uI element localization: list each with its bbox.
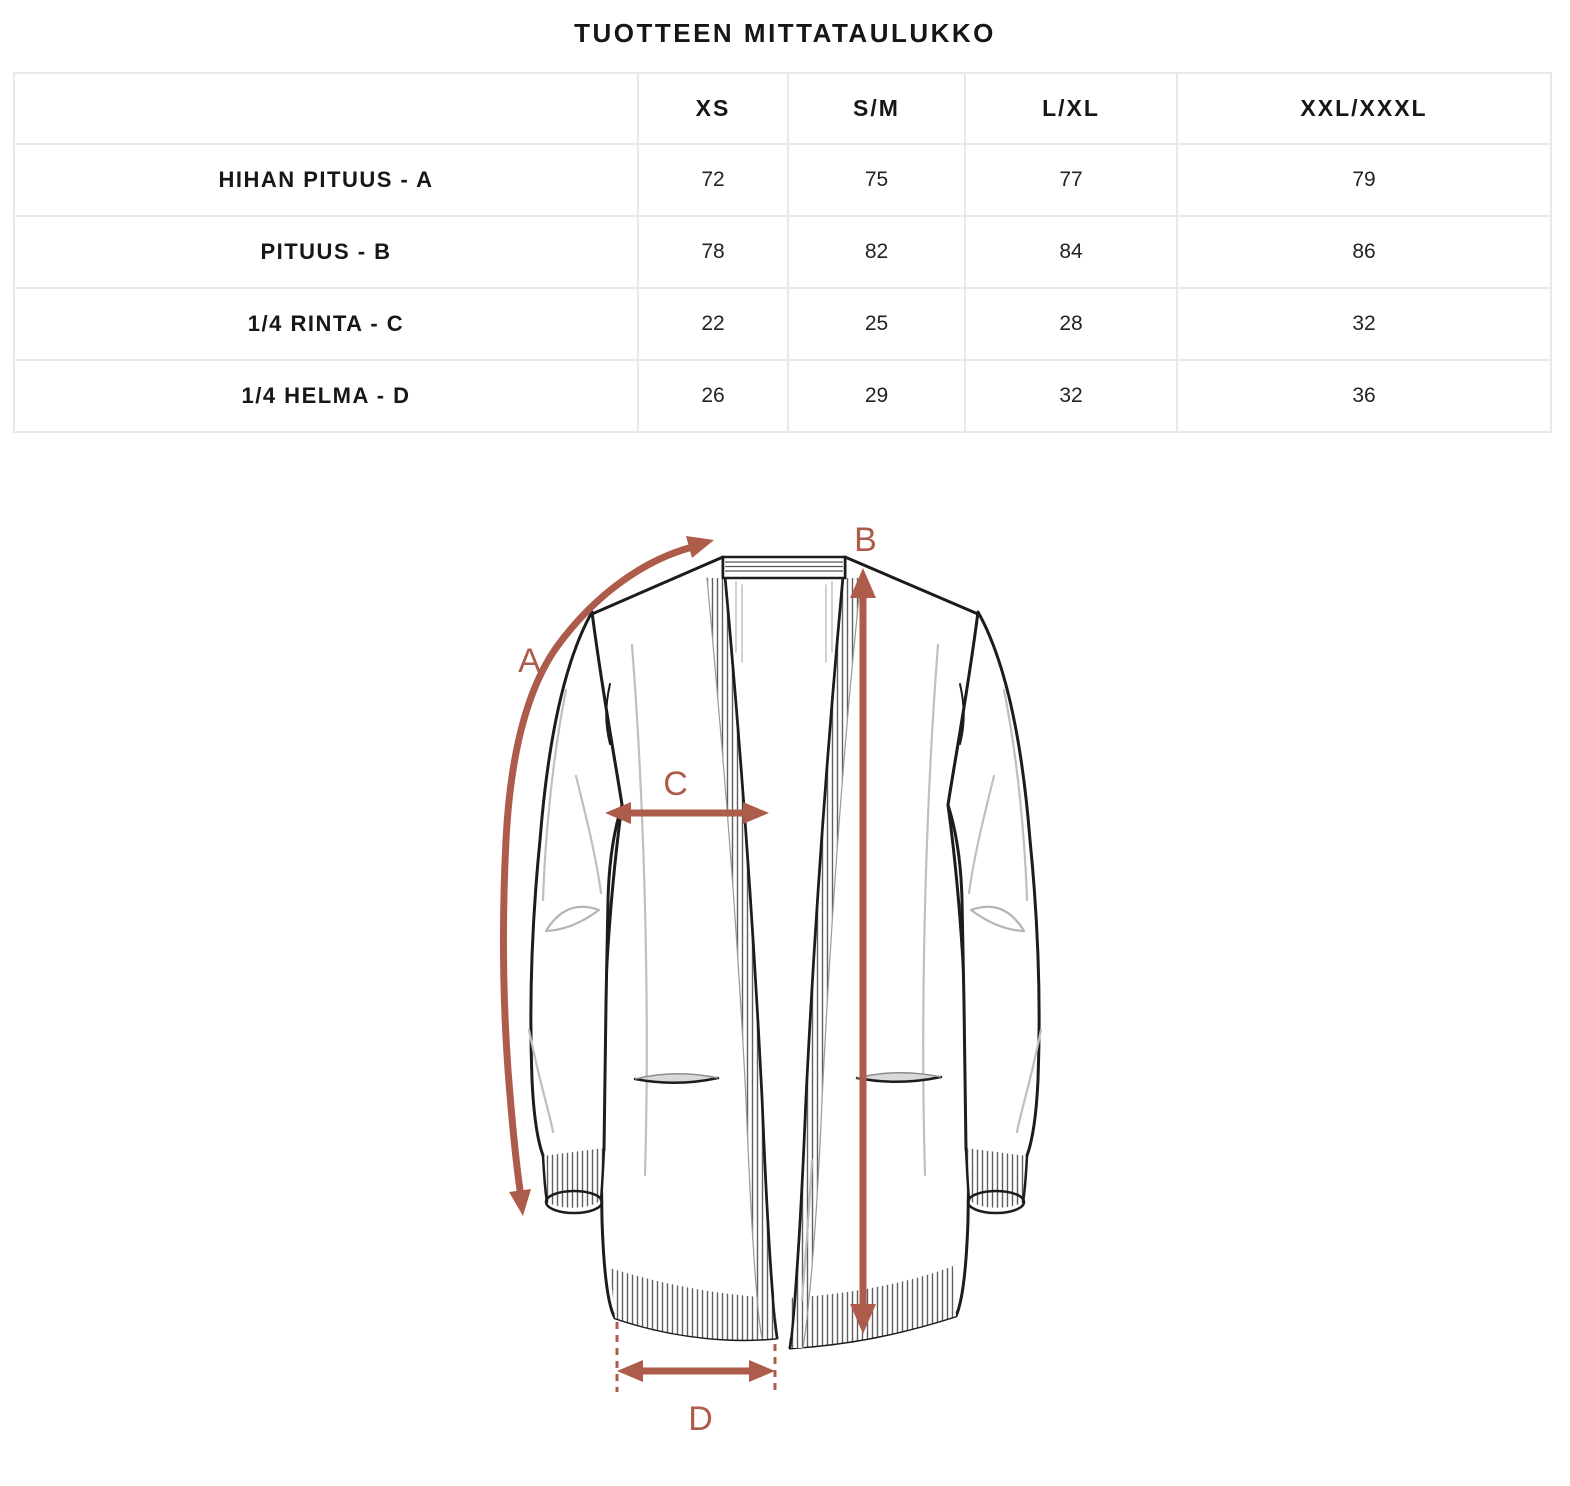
left-pocket [633, 1073, 720, 1084]
cardigan-body [527, 555, 1043, 1350]
size-value-cell: 25 [787, 287, 966, 361]
corner-cell [13, 72, 639, 145]
size-value-cell: 22 [637, 287, 789, 361]
left-hem-ribbing [610, 1268, 777, 1340]
left-cuff-sides [541, 1146, 606, 1204]
right-cuff-ribbing [966, 1148, 1027, 1208]
table-row-sleeve-length: HIHAN PITUUS - A 72 75 77 79 [13, 143, 1552, 217]
size-value-cell: 82 [787, 215, 966, 289]
row-label: PITUUS - B [13, 215, 639, 289]
size-value-cell: 84 [964, 215, 1178, 289]
row-label: 1/4 HELMA - D [13, 359, 639, 433]
fabric-shading [527, 581, 1043, 1302]
neck-band-ribbing [725, 561, 843, 572]
table-row-hem: 1/4 HELMA - D 26 29 32 36 [13, 359, 1552, 433]
page-title: TUOTTEEN MITTATAULUKKO [574, 18, 996, 48]
size-column-xxl: XXL/XXXL [1176, 72, 1552, 145]
size-column-lxl: L/XL [964, 72, 1178, 145]
table-row-length: PITUUS - B 78 82 84 86 [13, 215, 1552, 289]
left-placket-ribbing [707, 578, 777, 1338]
size-value-cell: 36 [1176, 359, 1552, 433]
size-value-cell: 77 [964, 143, 1178, 217]
size-table: XS S/M L/XL XXL/XXXL HIHAN PITUUS - A 72… [13, 72, 1552, 433]
measurement-arrows: A B C D [500, 521, 878, 1438]
size-value-cell: 78 [637, 215, 789, 289]
row-label: HIHAN PITUUS - A [13, 143, 639, 217]
row-label: 1/4 RINTA - C [13, 287, 639, 361]
left-front-opening-edge [723, 576, 779, 1340]
size-column-sm: S/M [787, 72, 966, 145]
measure-arrow-c [605, 802, 769, 824]
right-front-opening-edge [788, 576, 845, 1350]
measure-arrow-b [850, 568, 876, 1334]
size-value-cell: 32 [1176, 287, 1552, 361]
measure-label-a: A [518, 642, 542, 680]
left-placket-inner-line [706, 577, 763, 1339]
neck-band [721, 555, 847, 580]
cardigan-measurement-diagram: A B C D [500, 521, 1043, 1438]
measure-label-d: D [688, 1400, 714, 1438]
size-value-cell: 79 [1176, 143, 1552, 217]
measure-arrow-d [615, 1322, 777, 1392]
size-value-cell: 29 [787, 359, 966, 433]
size-value-cell: 32 [964, 359, 1178, 433]
size-value-cell: 26 [637, 359, 789, 433]
size-value-cell: 86 [1176, 215, 1552, 289]
right-placket-inner-line [802, 577, 862, 1349]
right-cuff-sides [964, 1146, 1029, 1204]
table-row-chest: 1/4 RINTA - C 22 25 28 32 [13, 287, 1552, 361]
left-cuff-ribbing [543, 1148, 604, 1208]
size-value-cell: 75 [787, 143, 966, 217]
size-value-cell: 72 [637, 143, 789, 217]
measure-label-c: C [663, 765, 689, 803]
size-table-header-row: XS S/M L/XL XXL/XXXL [13, 72, 1552, 145]
measure-arrow-a [500, 536, 714, 1216]
size-value-cell: 28 [964, 287, 1178, 361]
size-column-xs: XS [637, 72, 789, 145]
measure-label-b: B [854, 521, 878, 559]
